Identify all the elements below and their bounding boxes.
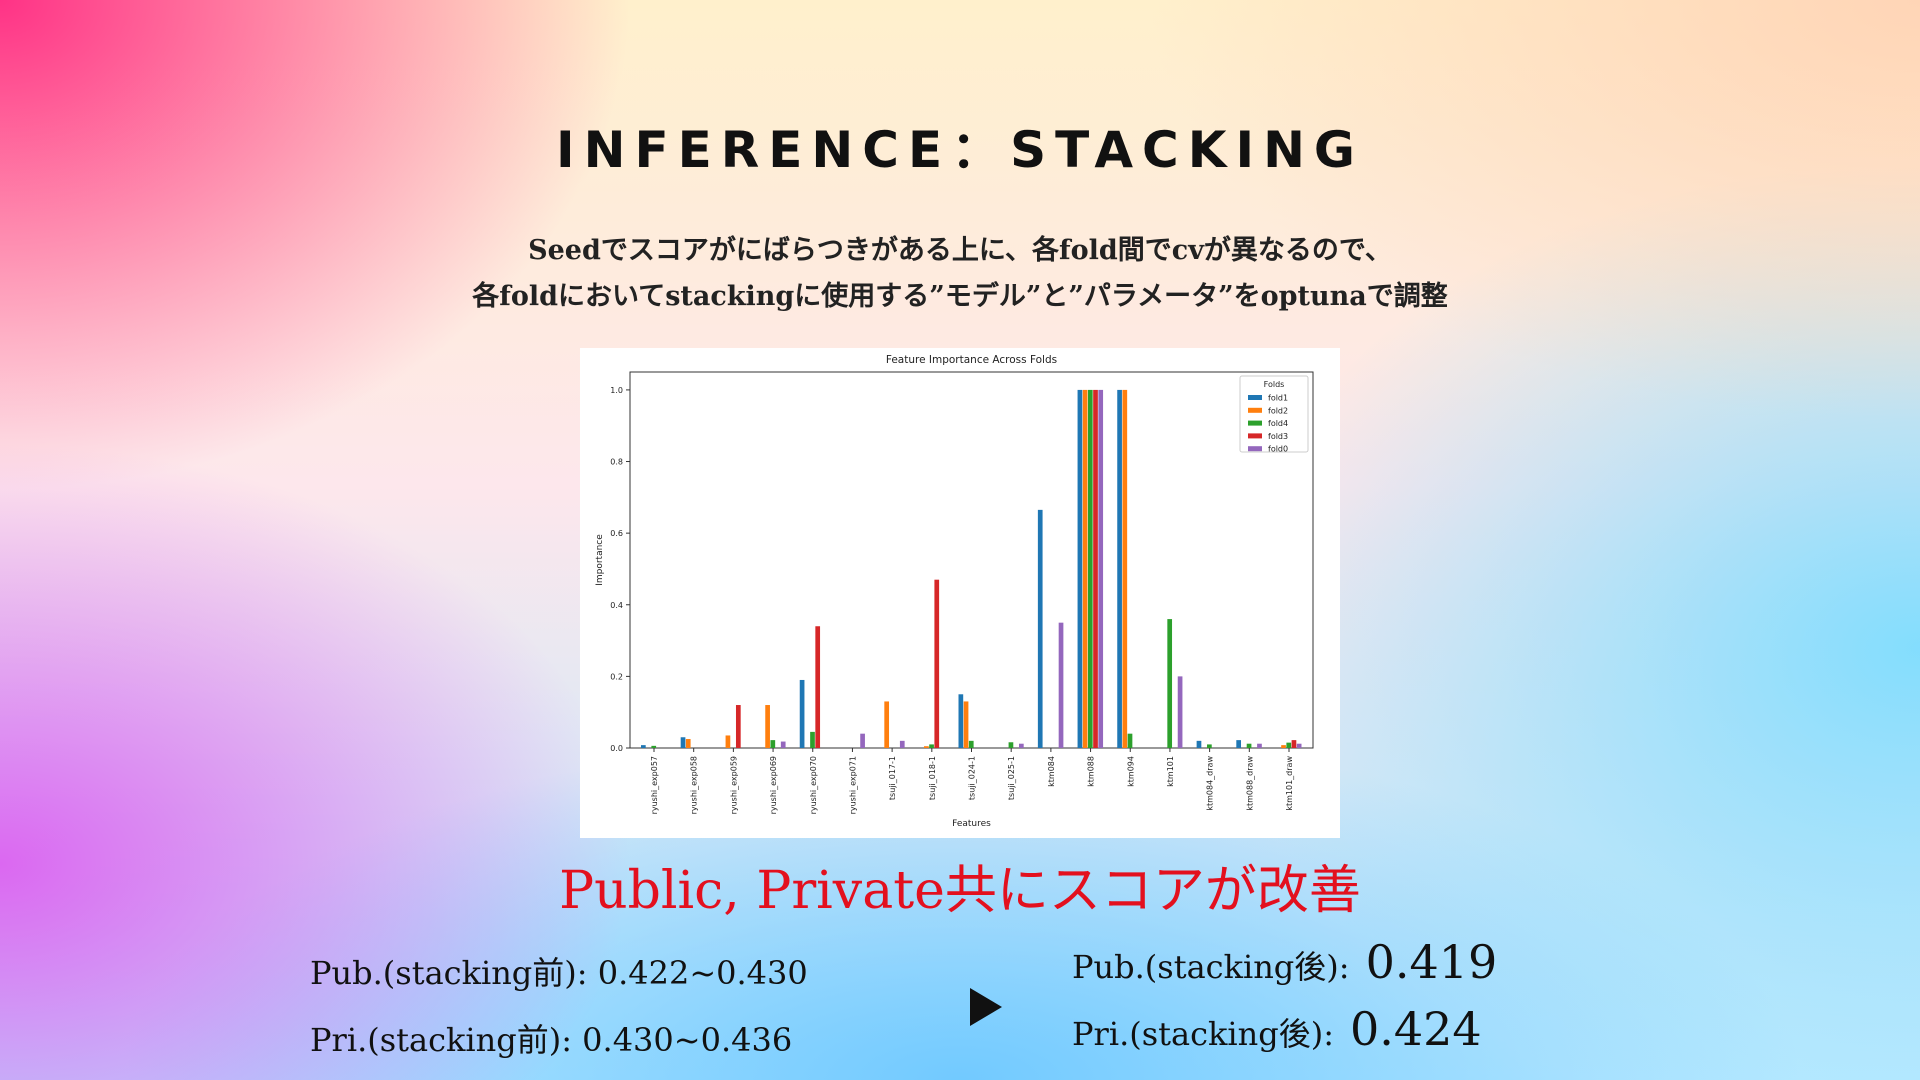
pub-after-label: Pub.(stacking後): bbox=[1072, 948, 1350, 986]
x-tick-label: ktm094 bbox=[1126, 756, 1135, 787]
bar-fold4 bbox=[1286, 742, 1292, 748]
x-tick-label: tsuji_025-1 bbox=[1007, 756, 1016, 800]
bar-fold4 bbox=[1087, 389, 1093, 748]
bar-fold3 bbox=[1093, 389, 1098, 748]
x-tick-label: tsuji_024-1 bbox=[968, 756, 977, 800]
y-tick-label: 0.2 bbox=[610, 672, 623, 681]
chart-title: Feature Importance Across Folds bbox=[886, 354, 1057, 366]
bar-fold1 bbox=[1037, 509, 1043, 748]
legend-label-fold1: fold1 bbox=[1268, 394, 1288, 403]
bar-fold1 bbox=[958, 694, 964, 748]
x-axis-label: Features bbox=[952, 819, 991, 829]
bar-fold2 bbox=[685, 739, 691, 748]
x-tick-label: ryushi_exp059 bbox=[729, 756, 738, 814]
x-tick-label: tsuji_018-1 bbox=[928, 756, 937, 800]
bar-fold3 bbox=[735, 705, 741, 748]
legend-label-fold0: fold0 bbox=[1268, 445, 1288, 454]
feature-importance-chart: Feature Importance Across Folds Features I… bbox=[580, 348, 1340, 838]
bar-fold3 bbox=[934, 579, 940, 748]
x-tick-label: ktm084 bbox=[1047, 756, 1056, 787]
bar-fold0 bbox=[1018, 743, 1024, 748]
bar-fold4 bbox=[1127, 733, 1133, 748]
slide-subtitle: Seedでスコアがにばらつきがある上に、各fold間でcvが異なるので、 各fo… bbox=[0, 228, 1920, 320]
pri-after-value: 0.424 bbox=[1350, 1002, 1482, 1056]
legend-swatch-fold3 bbox=[1248, 433, 1262, 439]
bar-fold1 bbox=[799, 679, 805, 748]
bar-fold0 bbox=[780, 741, 786, 748]
y-tick-label: 0.6 bbox=[610, 529, 623, 538]
legend-swatch-fold2 bbox=[1248, 407, 1262, 413]
bar-fold0 bbox=[1177, 676, 1183, 748]
bar-fold1 bbox=[1117, 389, 1122, 748]
y-tick-label: 1.0 bbox=[610, 386, 623, 395]
bar-fold1 bbox=[680, 737, 686, 748]
bar-fold2 bbox=[765, 705, 770, 748]
bar-fold3 bbox=[1291, 740, 1297, 748]
slide-title: INFERENCE：STACKING bbox=[556, 121, 1364, 179]
bar-fold2 bbox=[1122, 389, 1128, 748]
x-tick-label: ktm088 bbox=[1087, 756, 1096, 787]
bar-fold4 bbox=[929, 744, 934, 748]
result-headline: Public, Private共にスコアが改善 bbox=[559, 861, 1361, 921]
legend-label-fold3: fold3 bbox=[1268, 432, 1288, 441]
pri-after-score: Pri.(stacking後): 0.424 bbox=[1072, 1002, 1482, 1056]
legend-label-fold2: fold2 bbox=[1268, 406, 1288, 415]
bar-fold0 bbox=[860, 733, 865, 748]
bar-fold0 bbox=[1257, 743, 1262, 748]
legend-swatch-fold4 bbox=[1248, 420, 1262, 426]
pub-after-value: 0.419 bbox=[1365, 935, 1498, 989]
x-tick-label: ktm088_draw bbox=[1245, 756, 1254, 811]
bar-fold4 bbox=[651, 745, 657, 748]
x-tick-label: ryushi_exp071 bbox=[848, 756, 857, 814]
bar-fold2 bbox=[924, 746, 929, 748]
pri-before-score: Pri.(stacking前): 0.430~0.436 bbox=[310, 1021, 793, 1059]
pub-after-score: Pub.(stacking後): 0.419 bbox=[1072, 935, 1497, 989]
bar-fold0 bbox=[899, 740, 905, 748]
legend-swatch-fold1 bbox=[1248, 395, 1262, 400]
legend-title: Folds bbox=[1264, 380, 1285, 389]
y-tick-label: 0.8 bbox=[610, 458, 623, 467]
bar-fold3 bbox=[815, 626, 821, 748]
legend-label-fold4: fold4 bbox=[1268, 419, 1288, 428]
x-tick-label: ryushi_exp070 bbox=[809, 756, 818, 814]
legend-swatch-fold0 bbox=[1248, 446, 1262, 452]
y-axis-label: Importance bbox=[595, 534, 605, 586]
bar-fold2 bbox=[884, 701, 890, 748]
bar-fold1 bbox=[641, 745, 646, 748]
bar-fold2 bbox=[963, 701, 969, 748]
x-tick-label: ktm084_draw bbox=[1206, 756, 1215, 811]
bar-fold2 bbox=[1082, 389, 1088, 748]
play-triangle-icon bbox=[970, 988, 1002, 1026]
y-tick-label: 0.4 bbox=[610, 601, 623, 610]
bar-fold0 bbox=[1098, 389, 1104, 748]
chart-svg: Feature Importance Across Folds Features I… bbox=[595, 354, 1314, 829]
plot-frame bbox=[629, 371, 1314, 749]
subtitle-line-2: 各foldにおいてstackingに使用する”モデル”と”パラメータ”をoptu… bbox=[472, 281, 1448, 312]
x-tick-label: tsuji_017-1 bbox=[888, 756, 897, 800]
bar-fold4 bbox=[968, 740, 974, 748]
x-tick-label: ktm101 bbox=[1166, 756, 1175, 787]
pub-before-score: Pub.(stacking前): 0.422~0.430 bbox=[310, 954, 808, 992]
bar-fold0 bbox=[1058, 622, 1064, 748]
bar-fold4 bbox=[810, 731, 815, 748]
bar-fold4 bbox=[1246, 743, 1252, 748]
bar-fold2 bbox=[725, 735, 731, 748]
bar-fold1 bbox=[1077, 389, 1083, 748]
bar-fold1 bbox=[1196, 740, 1202, 748]
x-tick-label: ryushi_exp058 bbox=[690, 756, 699, 814]
bar-fold4 bbox=[1207, 744, 1212, 748]
x-tick-label: ryushi_exp069 bbox=[769, 756, 778, 814]
x-tick-label: ryushi_exp057 bbox=[650, 756, 659, 814]
x-tick-label: ktm101_draw bbox=[1285, 756, 1294, 811]
pri-after-label: Pri.(stacking後): bbox=[1072, 1015, 1334, 1053]
y-tick-label: 0.0 bbox=[610, 744, 623, 753]
bar-fold2 bbox=[1281, 745, 1286, 748]
subtitle-line-1: Seedでスコアがにばらつきがある上に、各fold間でcvが異なるので、 bbox=[528, 235, 1392, 266]
bar-fold0 bbox=[1296, 743, 1302, 748]
bar-fold4 bbox=[770, 740, 776, 748]
bar-fold4 bbox=[1008, 742, 1014, 748]
bar-fold4 bbox=[1167, 619, 1173, 748]
bar-fold1 bbox=[1236, 740, 1242, 748]
